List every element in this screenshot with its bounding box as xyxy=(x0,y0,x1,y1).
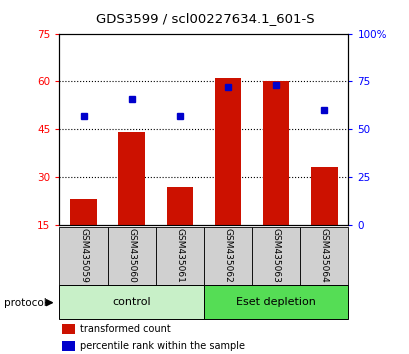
Bar xyxy=(204,285,348,319)
Text: GSM435061: GSM435061 xyxy=(175,228,184,283)
Bar xyxy=(262,81,289,225)
Text: protocol: protocol xyxy=(4,298,47,308)
Text: transformed count: transformed count xyxy=(79,324,170,334)
Text: GSM435064: GSM435064 xyxy=(319,228,328,283)
Bar xyxy=(310,167,337,225)
Bar xyxy=(62,324,75,334)
Bar xyxy=(70,199,97,225)
Bar xyxy=(118,132,145,225)
Bar xyxy=(166,187,193,225)
Text: percentile rank within the sample: percentile rank within the sample xyxy=(79,341,244,351)
Text: GSM435059: GSM435059 xyxy=(79,228,88,283)
Text: GDS3599 / scl00227634.1_601-S: GDS3599 / scl00227634.1_601-S xyxy=(95,12,314,25)
Text: GSM435060: GSM435060 xyxy=(127,228,136,283)
Bar xyxy=(214,78,241,225)
Bar xyxy=(252,227,299,285)
Text: control: control xyxy=(112,297,151,307)
Text: GSM435062: GSM435062 xyxy=(223,228,232,283)
Bar xyxy=(59,285,204,319)
Bar xyxy=(155,227,203,285)
Bar xyxy=(299,227,348,285)
Bar xyxy=(107,227,155,285)
Bar xyxy=(59,227,107,285)
Text: Eset depletion: Eset depletion xyxy=(236,297,315,307)
Bar xyxy=(204,227,252,285)
Bar xyxy=(62,341,75,350)
Text: GSM435063: GSM435063 xyxy=(271,228,280,283)
